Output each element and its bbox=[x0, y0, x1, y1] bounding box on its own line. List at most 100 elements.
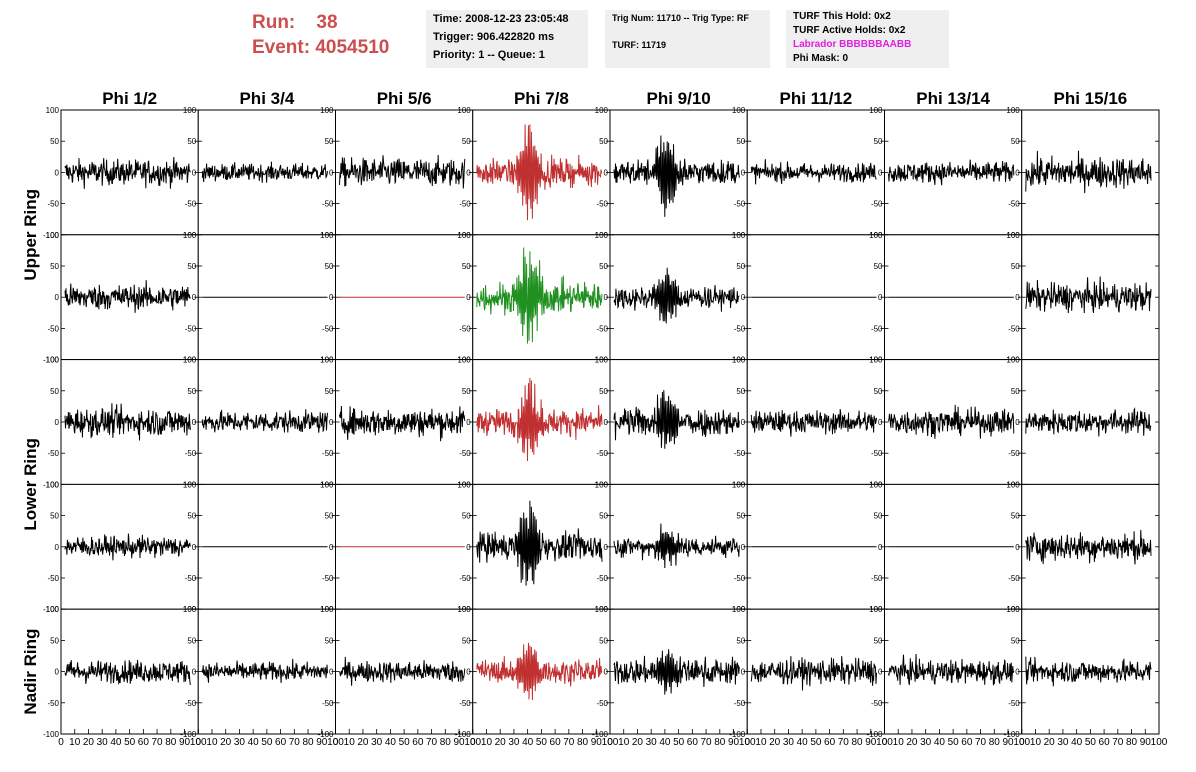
y-tick-label: 0 bbox=[741, 543, 746, 552]
y-tick-label: 0 bbox=[192, 668, 197, 677]
waveform-trace bbox=[64, 156, 191, 189]
y-tick-label: 0 bbox=[55, 668, 60, 677]
priority-text: Priority: 1 -- Queue: 1 bbox=[433, 49, 545, 61]
y-tick-label: 100 bbox=[1006, 605, 1020, 614]
y-tick-label: 100 bbox=[320, 231, 334, 240]
x-tick-label: 30 bbox=[920, 737, 932, 748]
x-tick-label: 70 bbox=[975, 737, 987, 748]
y-tick-label: 0 bbox=[329, 293, 334, 302]
x-tick-label: 10 bbox=[1030, 737, 1042, 748]
y-tick-label: -100 bbox=[43, 730, 60, 739]
y-tick-label: 0 bbox=[329, 168, 334, 177]
run-value: 38 bbox=[316, 12, 338, 33]
waveform-trace bbox=[476, 500, 603, 586]
x-tick-label: 20 bbox=[1044, 737, 1056, 748]
y-tick-label: -50 bbox=[459, 699, 471, 708]
phi-mask-text: Phi Mask: 0 bbox=[793, 53, 849, 64]
y-tick-label: 100 bbox=[457, 231, 471, 240]
x-tick-label: 30 bbox=[508, 737, 520, 748]
y-tick-label: 50 bbox=[462, 262, 471, 271]
y-tick-label: -50 bbox=[1008, 324, 1020, 333]
waveform-trace bbox=[64, 659, 191, 686]
y-tick-label: 100 bbox=[869, 605, 883, 614]
y-tick-label: -50 bbox=[596, 200, 608, 209]
waveform-trace bbox=[888, 653, 1015, 686]
y-tick-label: -50 bbox=[459, 200, 471, 209]
waveform-trace bbox=[1025, 656, 1152, 687]
y-tick-label: 0 bbox=[878, 168, 883, 177]
y-tick-label: 0 bbox=[604, 543, 609, 552]
x-tick-label: 90 bbox=[865, 737, 877, 748]
y-tick-label: 50 bbox=[187, 387, 196, 396]
x-tick-label: 70 bbox=[1112, 737, 1124, 748]
x-tick-label: 60 bbox=[412, 737, 424, 748]
y-tick-label: 50 bbox=[736, 387, 745, 396]
event-value: 4054510 bbox=[315, 37, 390, 58]
y-tick-label: -50 bbox=[459, 574, 471, 583]
y-tick-label: 100 bbox=[1006, 480, 1020, 489]
x-tick-label: 80 bbox=[302, 737, 314, 748]
x-tick-label: 90 bbox=[179, 737, 191, 748]
y-tick-label: 100 bbox=[732, 605, 746, 614]
y-tick-label: -50 bbox=[734, 200, 746, 209]
y-tick-label: 50 bbox=[599, 387, 608, 396]
x-tick-label: 30 bbox=[1057, 737, 1069, 748]
x-tick-label: 20 bbox=[83, 737, 95, 748]
y-tick-label: 0 bbox=[192, 418, 197, 427]
x-tick-label: 80 bbox=[851, 737, 863, 748]
y-tick-label: 0 bbox=[466, 418, 471, 427]
y-tick-label: -100 bbox=[1004, 730, 1021, 739]
y-tick-label: 0 bbox=[1015, 543, 1020, 552]
y-tick-label: -50 bbox=[871, 574, 883, 583]
y-tick-label: -50 bbox=[322, 449, 334, 458]
x-tick-label: 10 bbox=[344, 737, 356, 748]
y-tick-label: 50 bbox=[1011, 262, 1020, 271]
y-tick-label: -50 bbox=[734, 699, 746, 708]
waveform-trace bbox=[888, 404, 1015, 439]
y-tick-label: -100 bbox=[866, 730, 883, 739]
y-tick-label: -50 bbox=[871, 449, 883, 458]
y-tick-label: 0 bbox=[55, 168, 60, 177]
y-tick-label: 50 bbox=[874, 137, 883, 146]
y-tick-label: 100 bbox=[46, 480, 60, 489]
trig-info-box: Trig Num: 11710 -- Trig Type: RF TURF: 1… bbox=[605, 10, 770, 68]
x-tick-label: 30 bbox=[97, 737, 109, 748]
y-tick-label: 0 bbox=[878, 668, 883, 677]
waveform-trace bbox=[476, 377, 603, 462]
y-tick-label: 50 bbox=[325, 262, 334, 271]
x-tick-label: 100 bbox=[1013, 737, 1030, 748]
y-tick-label: 50 bbox=[325, 387, 334, 396]
y-tick-label: 100 bbox=[595, 356, 609, 365]
y-tick-label: 100 bbox=[869, 480, 883, 489]
x-tick-label: 0 bbox=[333, 737, 339, 748]
y-tick-label: 100 bbox=[46, 605, 60, 614]
y-tick-label: 50 bbox=[599, 512, 608, 521]
waveform-trace bbox=[339, 656, 466, 686]
y-tick-label: 0 bbox=[192, 168, 197, 177]
y-tick-label: -100 bbox=[43, 356, 60, 365]
x-tick-label: 70 bbox=[701, 737, 713, 748]
x-tick-label: 30 bbox=[234, 737, 246, 748]
column-header: Phi 15/16 bbox=[1054, 89, 1128, 108]
x-tick-label: 50 bbox=[948, 737, 960, 748]
y-tick-label: -50 bbox=[322, 574, 334, 583]
y-tick-label: -50 bbox=[322, 200, 334, 209]
x-tick-label: 100 bbox=[739, 737, 756, 748]
x-tick-label: 10 bbox=[893, 737, 905, 748]
x-tick-label: 70 bbox=[289, 737, 301, 748]
y-tick-label: 50 bbox=[736, 262, 745, 271]
y-tick-label: -100 bbox=[43, 480, 60, 489]
y-tick-label: 0 bbox=[878, 418, 883, 427]
turf-info-box: TURF This Hold: 0x2 TURF Active Holds: 0… bbox=[786, 10, 949, 68]
y-tick-label: 0 bbox=[55, 293, 60, 302]
